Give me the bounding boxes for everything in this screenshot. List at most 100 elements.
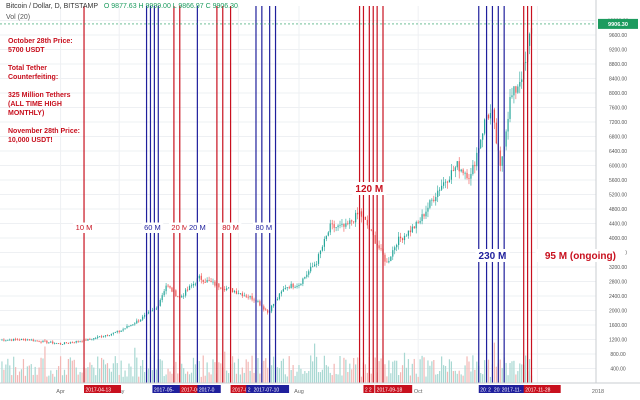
event-label-bg [141,222,164,233]
candle-body [220,287,222,289]
volume-bar [20,369,23,383]
volume-bar [61,375,64,383]
candle-body [138,320,140,322]
volume-bar [462,375,464,383]
date-flag-label: 2 [248,387,251,393]
volume-bar [171,373,173,383]
candle-body [65,342,68,344]
candle-body [517,86,519,93]
candle-body [304,276,306,279]
volume-bar [114,356,116,383]
candle-body [441,185,443,190]
price-tick-label: 6800.00 [609,135,627,141]
candle-body [120,330,122,332]
candle-body [300,283,302,286]
candle-body [87,339,89,341]
volume-bar [13,356,15,383]
chart-header: Bitcoin / Dollar, D, BITSTAMP O 9877.63 … [6,3,238,10]
event-label: 10 M [76,223,93,232]
volume-bar [224,351,226,383]
candle-body [28,339,30,341]
volume-bar [370,373,372,383]
volume-bar [130,366,132,383]
volume-bar [489,376,492,383]
volume-bar [398,374,400,383]
candle-body [394,247,396,251]
volume-bar [40,357,42,383]
volume-bar [399,372,402,383]
candle-body [194,283,197,285]
candle-body [110,333,112,336]
candle-body [42,340,44,343]
date-flag-label: 2 [488,387,491,393]
candle-body [480,139,482,149]
event-label-bg [352,182,387,195]
candle-body [136,320,138,324]
volume-bar [364,364,367,383]
candle-body [175,290,177,297]
date-flag-label: 2017-11-28 [525,387,550,393]
price-tick-label: 4000.00 [609,236,627,242]
candle-body [513,86,515,96]
volume-bar [93,367,95,383]
candle-body [335,227,337,228]
price-axis-panel [596,0,640,383]
price-tick-label: 6000.00 [609,164,627,170]
candle-body [241,293,243,296]
candle-body [296,285,298,287]
candle-body [161,295,163,301]
candle-body [212,281,214,283]
candle-body [403,235,406,241]
candle-body [286,287,288,289]
volume-bar [366,372,368,383]
note-line: November 28th Price: [8,128,80,135]
volume-bar [446,371,449,383]
volume-bar [521,364,523,383]
volume-bar [247,361,249,383]
volume-bar [163,376,165,383]
volume-bar [71,360,73,383]
candle-body [106,335,109,337]
volume-bar [7,358,9,383]
volume-bar [79,372,81,383]
candle-body [239,293,241,295]
volume-bar [290,370,292,383]
price-axis: 400.00 800.00 1200.00 1600.00 2000.00 2400.00… [0,0,640,383]
candle-body [427,207,429,212]
note-line: October 28th Price: [8,38,73,45]
candle-body [44,340,46,342]
date-flag [246,385,254,393]
volume-bar [97,356,99,383]
candle-body [493,109,495,123]
volume-bar [140,365,142,383]
candle-body [356,212,359,215]
volume-bar [319,372,322,383]
volume-bar [212,359,214,383]
candle-body [411,226,413,233]
volume-bar [470,371,472,383]
date-flag-label: 2017-06-27 [232,387,258,393]
candle-body [267,310,269,313]
volume-bar [38,367,40,383]
candle-body [276,298,279,301]
candle-body [388,261,390,263]
candle-body [181,296,183,298]
date-flag [197,385,221,393]
event-label-bg [73,222,95,233]
volume-bar [142,360,144,383]
date-flag-label: 2 [369,387,372,393]
volume-bar [69,357,71,383]
candle-body [259,301,261,306]
volume-bar [241,367,243,383]
candle-body [442,182,445,186]
volume-bar [15,367,17,383]
candle-body [399,236,402,239]
volume-bar [468,361,470,383]
volume-bar [472,355,474,383]
candle-body [243,295,245,297]
volume-bar [54,376,56,383]
candle-body [396,245,398,248]
event-label-bg [475,249,510,262]
candle-body [337,225,339,228]
